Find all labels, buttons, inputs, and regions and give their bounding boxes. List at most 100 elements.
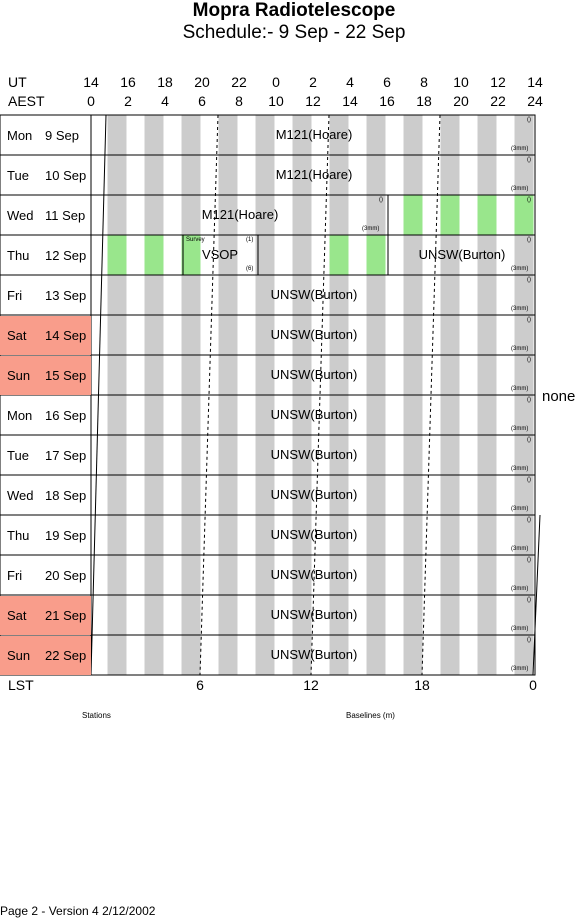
hour-stripe <box>477 235 497 275</box>
hour-stripe <box>255 315 275 355</box>
hour-stripe <box>514 475 534 515</box>
aest-tick: 16 <box>379 93 395 109</box>
day-row-label: Thu 12 Sep <box>0 236 91 275</box>
hour-stripe <box>218 355 238 395</box>
program-label: M121(Hoare) <box>275 127 353 142</box>
hour-stripe <box>218 275 238 315</box>
hour-stripe <box>218 635 238 675</box>
hour-stripe <box>366 275 386 315</box>
day-of-week: Thu <box>7 248 30 263</box>
hour-stripe <box>366 155 386 195</box>
hour-stripe <box>366 195 386 235</box>
hour-stripe <box>255 355 275 395</box>
program-label: UNSW(Burton) <box>270 367 358 382</box>
hour-stripe <box>255 115 275 155</box>
aest-tick: 6 <box>198 93 206 109</box>
ut-tick: 0 <box>272 74 280 90</box>
hour-stripe <box>477 275 497 315</box>
baselines-legend: Baselines (m) <box>346 711 395 720</box>
lst-label: LST <box>8 677 34 693</box>
program-label: UNSW(Burton) <box>270 447 358 462</box>
hour-stripe <box>255 595 275 635</box>
hour-stripe <box>144 115 164 155</box>
day-row-label: Wed 11 Sep <box>0 196 91 235</box>
day-row-label: Sat 21 Sep <box>0 596 91 635</box>
day-row-label: Mon 9 Sep <box>0 116 91 155</box>
day-of-week: Mon <box>7 408 33 423</box>
hour-stripe <box>403 395 423 435</box>
hour-stripe <box>440 475 460 515</box>
hour-stripe <box>366 635 386 675</box>
hour-stripe <box>292 195 312 235</box>
lst-tick: 0 <box>529 677 537 693</box>
hour-stripe <box>218 515 238 555</box>
day-of-week: Wed <box>7 208 34 223</box>
row-tag: () <box>527 157 531 163</box>
hour-stripe <box>329 315 349 355</box>
hour-stripe <box>107 515 127 555</box>
day-row-label: Mon 16 Sep <box>0 396 91 435</box>
ut-tick: 2 <box>309 74 317 90</box>
hour-stripe <box>514 155 534 195</box>
hour-stripe <box>514 595 534 635</box>
row-tag: () <box>527 637 531 643</box>
hour-stripe <box>292 155 312 195</box>
day-row-label: Sat 14 Sep <box>0 316 91 355</box>
ut-tick: 12 <box>490 74 506 90</box>
hour-stripe <box>329 395 349 435</box>
hour-stripe <box>477 635 497 675</box>
hour-stripe <box>255 275 275 315</box>
hour-stripe <box>255 235 275 275</box>
hour-stripe <box>403 475 423 515</box>
hour-stripe <box>144 475 164 515</box>
row-tag: (3mm) <box>511 266 529 272</box>
hour-stripe <box>144 155 164 195</box>
hour-stripe <box>440 275 460 315</box>
hour-stripe <box>218 395 238 435</box>
lst-tick: 6 <box>196 677 204 693</box>
row-tag: (3mm) <box>511 466 529 472</box>
hour-stripe <box>440 115 460 155</box>
aest-tick: 20 <box>453 93 469 109</box>
hour-stripe <box>403 555 423 595</box>
row-tag: () <box>527 277 531 283</box>
aest-tick: 12 <box>305 93 321 109</box>
day-row-label: Sun 15 Sep <box>0 356 91 395</box>
lst-tick: 12 <box>303 677 319 693</box>
hour-stripe <box>218 235 238 275</box>
hour-stripe <box>366 355 386 395</box>
row-tag: (3mm) <box>511 306 529 312</box>
hour-stripe <box>144 395 164 435</box>
ut-tick: 10 <box>453 74 469 90</box>
day-date: 15 Sep <box>45 368 87 383</box>
hour-stripe <box>514 395 534 435</box>
ut-tick: 16 <box>120 74 136 90</box>
hour-stripe <box>181 435 201 475</box>
hour-stripe <box>292 275 312 315</box>
hour-stripe <box>403 315 423 355</box>
aest-tick: 10 <box>268 93 284 109</box>
hour-stripe <box>329 555 349 595</box>
row-tag: () <box>527 557 531 563</box>
hour-stripe <box>181 555 201 595</box>
hour-stripe <box>403 275 423 315</box>
hour-stripe <box>477 435 497 475</box>
page-footer: Page 2 - Version 4 2/12/2002 <box>0 904 156 918</box>
hour-stripe <box>255 195 275 235</box>
ut-tick: 8 <box>420 74 428 90</box>
day-date: 19 Sep <box>45 528 87 543</box>
hour-stripe <box>292 635 312 675</box>
day-of-week: Mon <box>7 128 33 143</box>
hour-stripe <box>107 195 127 235</box>
program-label: UNSW(Burton) <box>270 407 358 422</box>
day-date: 14 Sep <box>45 328 87 343</box>
day-date: 17 Sep <box>45 448 87 463</box>
day-date: 20 Sep <box>45 568 87 583</box>
hour-stripe <box>366 395 386 435</box>
ut-tick: 14 <box>83 74 99 90</box>
hour-stripe <box>181 195 201 235</box>
hour-stripe <box>292 395 312 435</box>
day-row-label: Wed 18 Sep <box>0 476 91 515</box>
hour-stripe <box>403 235 423 275</box>
